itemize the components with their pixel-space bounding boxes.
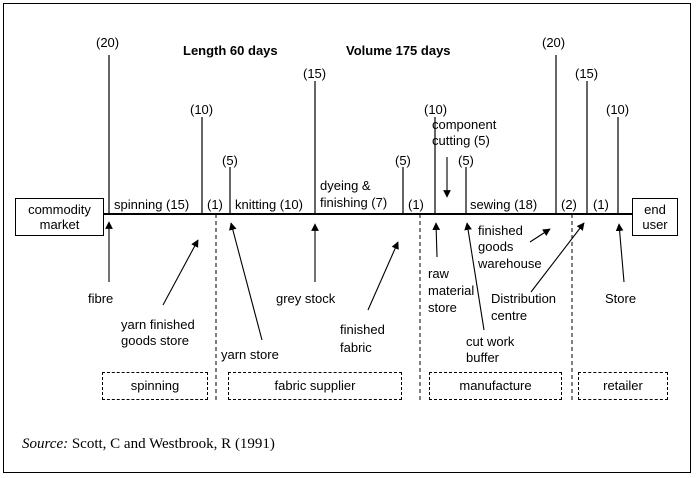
process-dyeing-line-1: dyeing & (320, 178, 371, 193)
process-dyeing-line-2: finishing (7) (320, 195, 388, 210)
arrow-finished-goods-warehouse (529, 228, 551, 243)
component-cutting-line-2: cutting (5) (432, 133, 490, 148)
label-finished-goods-warehouse-3: warehouse (478, 256, 542, 271)
end-user-line-2: user (642, 217, 668, 232)
label-yarn-finished-goods-1: yarn finished (121, 317, 195, 332)
label-raw-material-3: store (428, 300, 457, 315)
label-cut-work-buffer-2: buffer (466, 350, 500, 365)
label-raw-material-2: material (428, 283, 475, 298)
end-user-box: end user (632, 198, 678, 236)
arrow-yarn-store (229, 222, 263, 341)
source-text: Scott, C and Westbrook, R (1991) (71, 436, 275, 452)
source-prefix: Source: (22, 436, 69, 452)
days-distribution-centre: (15) (575, 66, 599, 81)
label-raw-material-1: raw (428, 266, 449, 281)
arrow-cut-work-buffer (464, 222, 485, 331)
stage-manufacture: manufacture (429, 372, 562, 400)
label-distribution-centre-2: centre (491, 308, 528, 323)
process-sewing: sewing (18) (470, 197, 538, 212)
days-raw-material: (10) (424, 102, 448, 117)
label-yarn-finished-goods-2: goods store (121, 333, 189, 348)
commodity-market-box: commodity market (15, 198, 104, 236)
end-user-line-1: end (644, 202, 666, 217)
label-finished-goods-warehouse-1: finished (478, 223, 523, 238)
arrow-store (615, 223, 625, 283)
days-grey-stock: (15) (303, 66, 327, 81)
length-label: Length 60 days (183, 43, 278, 58)
arrow-finished-fabric (367, 241, 399, 311)
source-citation: Source: Scott, C and Westbrook, R (1991) (22, 436, 275, 453)
label-fibre: fibre (88, 291, 114, 306)
label-cut-work-buffer-1: cut work (466, 334, 515, 349)
label-grey-stock: grey stock (276, 291, 336, 306)
arrow-distribution-centre (530, 222, 585, 293)
commodity-market-line-2: market (39, 217, 80, 232)
label-yarn-store: yarn store (221, 347, 279, 362)
label-finished-fabric-1: finished (340, 322, 385, 337)
days-fibre: (20) (96, 35, 120, 50)
days-finished-goods-warehouse: (20) (542, 35, 566, 50)
label-store: Store (605, 291, 637, 306)
stage-spinning: spinning (102, 372, 208, 400)
process-spinning: spinning (15) (114, 197, 190, 212)
label-distribution-centre-1: Distribution (491, 291, 557, 306)
label-finished-goods-warehouse-2: goods (478, 239, 514, 254)
volume-label: Volume 175 days (346, 43, 451, 58)
arrow-raw-material (432, 222, 441, 258)
process-gap-2: (1) (408, 197, 424, 212)
arrow-yarn-finished-goods (162, 239, 199, 306)
days-yarn-store: (5) (222, 153, 238, 168)
days-store: (10) (606, 102, 630, 117)
process-knitting: knitting (10) (235, 197, 303, 212)
process-gap-4: (1) (593, 197, 609, 212)
process-gap-3: (2) (561, 197, 577, 212)
commodity-market-line-1: commodity (28, 202, 91, 217)
days-cut-work-buffer: (5) (458, 153, 474, 168)
days-yarn-finished-goods: (10) (190, 102, 214, 117)
stage-retailer: retailer (578, 372, 668, 400)
days-finished-fabric: (5) (395, 153, 411, 168)
component-cutting-line-1: component (432, 117, 497, 132)
label-finished-fabric-2: fabric (340, 340, 372, 355)
figure-frame (3, 3, 691, 473)
stage-fabric-supplier: fabric supplier (228, 372, 402, 400)
process-gap-1: (1) (207, 197, 223, 212)
